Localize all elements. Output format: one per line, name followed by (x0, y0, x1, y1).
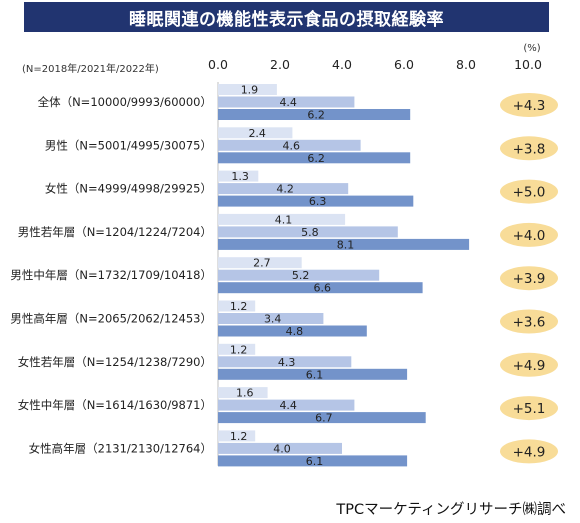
n-note: (N=2018年/2021年/2022年) (22, 62, 159, 75)
bar (218, 96, 355, 108)
bar (218, 269, 380, 281)
bar-value-label: 4.1 (275, 213, 293, 226)
x-tick-label: 0.0 (208, 57, 228, 72)
bar-value-label: 6.1 (306, 368, 324, 381)
difference-label: +4.0 (513, 228, 546, 244)
bar (218, 152, 411, 164)
bar (218, 183, 349, 195)
bar-value-label: 2.4 (248, 127, 266, 140)
bar-value-label: 4.0 (273, 442, 291, 455)
bar (218, 356, 352, 368)
bar-value-label: 2.7 (253, 257, 271, 270)
difference-badge (500, 136, 558, 161)
source-credit: TPCマーケティングリサーチ㈱調べ (336, 502, 566, 518)
bar-value-label: 8.1 (337, 238, 355, 251)
bar-value-label: 1.2 (230, 300, 248, 313)
bar-value-label: 1.2 (230, 343, 248, 356)
x-tick-label: 10.0 (514, 57, 542, 72)
x-tick-label: 2.0 (270, 57, 290, 72)
bar-value-label: 4.4 (279, 399, 297, 412)
bar-value-label: 6.6 (314, 282, 332, 295)
bar-value-label: 6.3 (309, 195, 327, 208)
category-label: 女性（N=4999/4998/29925） (45, 182, 212, 196)
bar (218, 238, 470, 250)
difference-badge (500, 222, 558, 247)
difference-badge (500, 266, 558, 291)
bar (218, 226, 398, 238)
category-label: 全体（N=10000/9993/60000） (38, 95, 212, 109)
bar-value-label: 6.7 (315, 412, 333, 425)
bar (218, 399, 355, 411)
difference-label: +5.0 (513, 185, 546, 201)
difference-label: +4.9 (513, 358, 546, 374)
unit-label: (%) (523, 43, 540, 54)
bar-value-label: 4.6 (283, 139, 301, 152)
difference-label: +5.1 (513, 401, 546, 417)
category-label: 男性（N=5001/4995/30075） (45, 138, 212, 152)
bar (218, 343, 256, 355)
bar-chart: (N=2018年/2021年/2022年) (%) 0.0 2.0 4.0 6.0 8.0 1… (10, 43, 558, 468)
bar (218, 387, 268, 399)
difference-badge (500, 179, 558, 204)
bar (218, 257, 302, 269)
bar (218, 455, 408, 467)
bar-value-label: 6.2 (307, 109, 325, 122)
bar-value-label: 5.2 (292, 269, 310, 282)
bar-value-label: 6.2 (307, 152, 325, 165)
bar (218, 127, 293, 139)
bar-value-label: 1.6 (236, 387, 254, 400)
bar (218, 213, 346, 225)
difference-badge (500, 396, 558, 421)
bar-value-label: 5.8 (301, 226, 319, 239)
bar (218, 412, 426, 424)
category-label: 女性若年層（N=1254/1238/7290） (18, 355, 212, 369)
difference-label: +4.9 (513, 444, 546, 460)
x-tick-label: 6.0 (394, 57, 414, 72)
chart-title: 睡眠関連の機能性表示食品の摂取経験率 (24, 2, 549, 32)
difference-badge (500, 439, 558, 464)
bar (218, 109, 411, 120)
bar-value-label: 3.4 (264, 313, 282, 326)
difference-badge (500, 352, 558, 377)
category-label: 女性中年層（N=1614/1630/9871） (18, 398, 212, 412)
bar (218, 368, 408, 380)
bar (218, 139, 361, 151)
bar (218, 313, 324, 324)
difference-label: +3.6 (513, 315, 546, 331)
bar (218, 195, 414, 207)
bar (218, 170, 259, 182)
bar (218, 430, 256, 442)
difference-label: +3.9 (513, 271, 546, 287)
category-label: 女性高年層（2131/2130/12764） (29, 441, 212, 455)
difference-label: +3.8 (513, 141, 546, 157)
bar-value-label: 6.1 (306, 455, 324, 468)
x-tick-label: 4.0 (332, 57, 352, 72)
bar-value-label: 4.4 (279, 96, 297, 109)
difference-badge (500, 309, 558, 334)
bar (218, 84, 277, 95)
bar (218, 300, 256, 312)
category-label: 男性高年層（N=2065/2062/12453） (10, 312, 212, 326)
x-tick-label: 8.0 (456, 57, 476, 72)
bar (218, 442, 342, 454)
bar-value-label: 4.8 (286, 325, 304, 338)
difference-label: +4.3 (513, 98, 546, 114)
bar-value-label: 4.3 (278, 356, 296, 369)
bar-value-label: 1.2 (230, 430, 248, 443)
bar-value-label: 1.9 (241, 84, 259, 97)
category-label: 男性中年層（N=1732/1709/10418） (10, 268, 212, 282)
bar-value-label: 1.3 (231, 170, 249, 183)
bar (218, 325, 367, 337)
category-label: 男性若年層（N=1204/1224/7204） (18, 225, 212, 239)
bar (218, 282, 423, 294)
difference-badge (500, 93, 558, 117)
bar-value-label: 4.2 (276, 183, 294, 196)
